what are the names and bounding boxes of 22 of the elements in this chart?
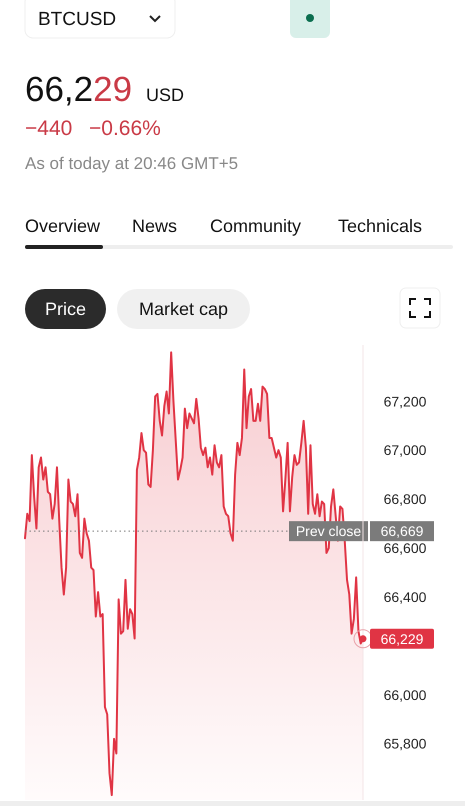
text: As of today at 20:46 GMT+5: [25, 154, 238, 173]
y-tick-label: 66,600: [384, 540, 427, 556]
text: 66,229: [25, 70, 132, 109]
y-tick-label: 66,000: [384, 686, 427, 703]
text: −0.66%: [89, 117, 161, 140]
text: Market cap: [138, 299, 228, 319]
text: −440: [25, 117, 72, 140]
y-tick-label: 66,400: [384, 588, 427, 605]
text: Price: [44, 299, 86, 319]
text: USD: [146, 85, 184, 105]
ref-line-label: Prev close: [296, 523, 362, 540]
text: News: [132, 216, 178, 236]
data-label: 66,229: [380, 630, 424, 647]
text: Community: [210, 216, 302, 236]
text: Overview: [25, 216, 102, 236]
y-tick-label: 66,800: [384, 491, 427, 508]
text: 66,669: [380, 523, 424, 540]
text: Technicals: [338, 216, 422, 236]
y-tick-label: 67,200: [384, 393, 427, 410]
y-tick-label: 67,000: [384, 442, 427, 458]
y-tick-label: 65,800: [384, 736, 427, 752]
chart-title: BTCUSD: [38, 9, 116, 30]
